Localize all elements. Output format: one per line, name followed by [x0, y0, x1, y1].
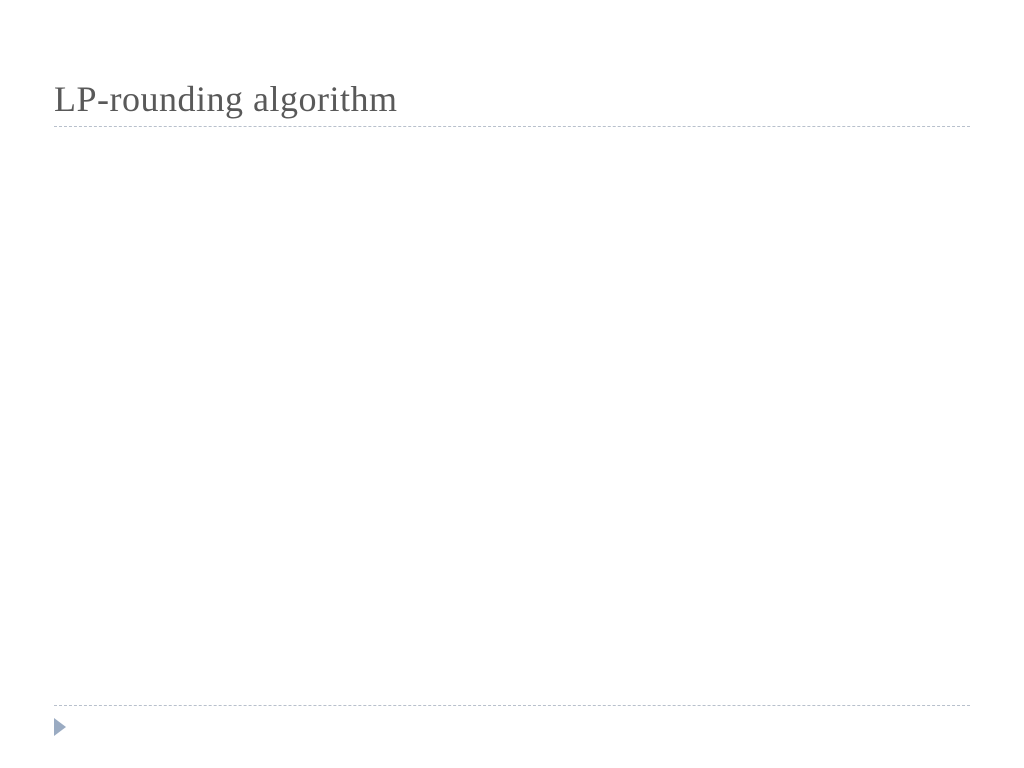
slide-title: LP-rounding algorithm: [54, 78, 397, 120]
title-underline: [54, 126, 970, 127]
next-arrow-icon[interactable]: [54, 718, 66, 736]
footer-divider: [54, 705, 970, 706]
